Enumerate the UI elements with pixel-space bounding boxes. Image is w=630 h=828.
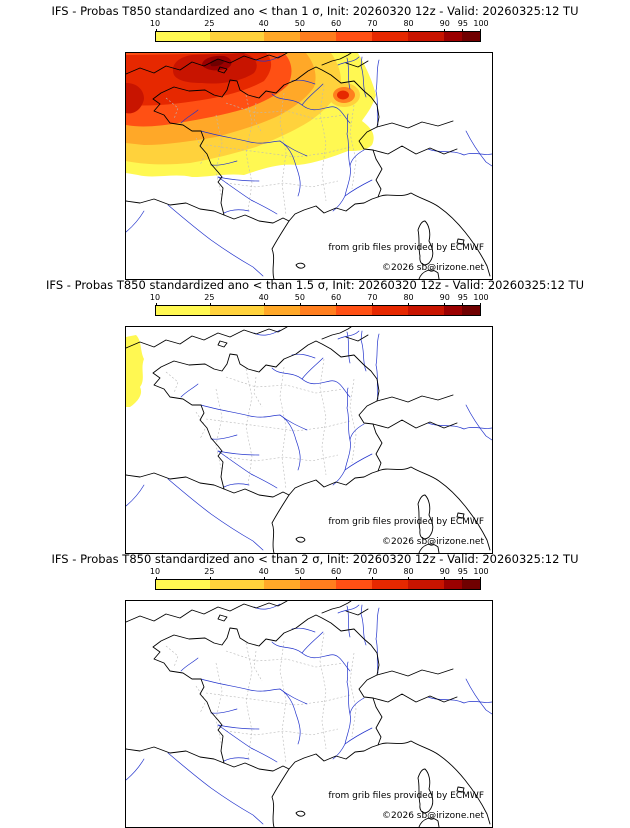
colorbar-tick-mark: [336, 29, 337, 32]
colorbar-tick-labels: 10 25 40 50 60 70 80 90 95 100: [150, 293, 489, 303]
colorbar-tick-label: 70: [367, 567, 378, 576]
colorbar-tick-mark: [210, 303, 211, 306]
colorbar-tick-label: 95: [457, 567, 468, 576]
colorbar-tick-mark: [480, 303, 481, 306]
colorbar-tick-mark: [462, 577, 463, 580]
colorbar-tick-mark: [264, 303, 265, 306]
copyright-text: ©2026 sb@irizone.net: [382, 537, 484, 547]
colorbar-tick-mark: [372, 577, 373, 580]
colorbar-tick-labels: 10 25 40 50 60 70 80 90 95 100: [150, 567, 489, 577]
colorbar-tick-mark: [480, 577, 481, 580]
copyright-text: ©2026 sb@irizone.net: [382, 811, 484, 821]
colorbar-tick-label: 100: [473, 293, 489, 302]
colorbar-tick-label: 60: [331, 567, 342, 576]
colorbar-tick-mark: [299, 29, 301, 32]
colorbar-tick-mark: [156, 303, 157, 306]
colorbar-tick-mark: [443, 577, 445, 580]
colorbar-gradient: [155, 29, 481, 42]
panel-title: IFS - Probas T850 standardized ano < tha…: [51, 552, 579, 566]
colorbar-tick-label: 60: [331, 293, 342, 302]
map-france-1p5sigma: from grib files provided by ECMWF ©2026 …: [125, 326, 493, 554]
colorbar-tick-mark: [372, 29, 373, 32]
colorbar-tick-label: 25: [204, 293, 215, 302]
colorbar-gradient: [155, 303, 481, 316]
map-france-1sigma: from grib files provided by ECMWF ©2026 …: [125, 52, 493, 280]
colorbar-tick-label: 25: [204, 19, 215, 28]
panel-threshold-1sigma: IFS - Probas T850 standardized ano < tha…: [0, 0, 630, 280]
colorbar-tick-label: 10: [149, 19, 161, 28]
colorbar-gradient: [155, 577, 481, 590]
colorbar-tick-label: 40: [258, 567, 269, 576]
colorbar-tick-label: 40: [258, 19, 269, 28]
colorbar-tick-mark: [443, 29, 445, 32]
colorbar-tick-label: 80: [403, 293, 414, 302]
colorbar-tick-mark: [408, 577, 409, 580]
colorbar-tick-mark: [156, 577, 157, 580]
colorbar-tick-label: 100: [473, 19, 489, 28]
colorbar-tick-label: 10: [149, 567, 161, 576]
colorbar-tick-mark: [156, 29, 157, 32]
colorbar-tick-label: 90: [439, 567, 450, 576]
colorbar-tick-mark: [299, 303, 301, 306]
colorbar-tick-mark: [480, 29, 481, 32]
colorbar-tick-mark: [408, 303, 409, 306]
colorbar-tick-mark: [372, 303, 373, 306]
colorbar-tick-mark: [210, 577, 211, 580]
credit-text: from grib files provided by ECMWF: [328, 517, 484, 527]
colorbar-tick-mark: [264, 577, 265, 580]
map-svg-1p5sigma: from grib files provided by ECMWF ©2026 …: [126, 327, 492, 553]
colorbar-tick-label: 60: [331, 19, 342, 28]
colorbar-tick-label: 10: [149, 293, 161, 302]
colorbar-tick-label: 90: [439, 293, 450, 302]
map-svg-1sigma: from grib files provided by ECMWF ©2026 …: [126, 53, 492, 279]
colorbar-tick-mark: [336, 303, 337, 306]
colorbar-tick-label: 50: [294, 567, 305, 576]
colorbar-tick-label: 50: [294, 19, 305, 28]
probability-fill-1p5sigma: [126, 335, 144, 407]
credit-text: from grib files provided by ECMWF: [328, 243, 484, 253]
colorbar-tick-label: 95: [457, 19, 468, 28]
colorbar: 10 25 40 50 60 70 80 90 95 100: [150, 293, 489, 319]
colorbar-tick-mark: [408, 29, 409, 32]
colorbar-tick-label: 100: [473, 567, 489, 576]
colorbar-tick-label: 40: [258, 293, 269, 302]
colorbar: 10 25 40 50 60 70 80 90 95 100: [150, 567, 489, 593]
map-france-2sigma: from grib files provided by ECMWF ©2026 …: [125, 600, 493, 828]
colorbar-tick-label: 90: [439, 19, 450, 28]
colorbar: 10 25 40 50 60 70 80 90 95 100: [150, 19, 489, 45]
colorbar-tick-label: 80: [403, 567, 414, 576]
colorbar-tick-label: 70: [367, 293, 378, 302]
colorbar-tick-label: 70: [367, 19, 378, 28]
colorbar-tick-mark: [443, 303, 445, 306]
colorbar-tick-mark: [299, 577, 301, 580]
colorbar-tick-label: 25: [204, 567, 215, 576]
colorbar-tick-labels: 10 25 40 50 60 70 80 90 95 100: [150, 19, 489, 29]
colorbar-tick-label: 95: [457, 293, 468, 302]
credit-text: from grib files provided by ECMWF: [328, 791, 484, 801]
colorbar-tick-mark: [462, 29, 463, 32]
copyright-text: ©2026 sb@irizone.net: [382, 263, 484, 273]
panel-threshold-1p5sigma: IFS - Probas T850 standardized ano < tha…: [0, 274, 630, 554]
colorbar-tick-mark: [462, 303, 463, 306]
probability-fill-1sigma: [126, 53, 376, 177]
colorbar-tick-label: 50: [294, 293, 305, 302]
colorbar-tick-label: 80: [403, 19, 414, 28]
panel-title: IFS - Probas T850 standardized ano < tha…: [51, 4, 579, 18]
colorbar-tick-mark: [336, 577, 337, 580]
colorbar-tick-mark: [264, 29, 265, 32]
map-svg-2sigma: from grib files provided by ECMWF ©2026 …: [126, 601, 492, 827]
panel-threshold-2sigma: IFS - Probas T850 standardized ano < tha…: [0, 548, 630, 828]
colorbar-tick-mark: [210, 29, 211, 32]
panel-title: IFS - Probas T850 standardized ano < tha…: [46, 278, 584, 292]
